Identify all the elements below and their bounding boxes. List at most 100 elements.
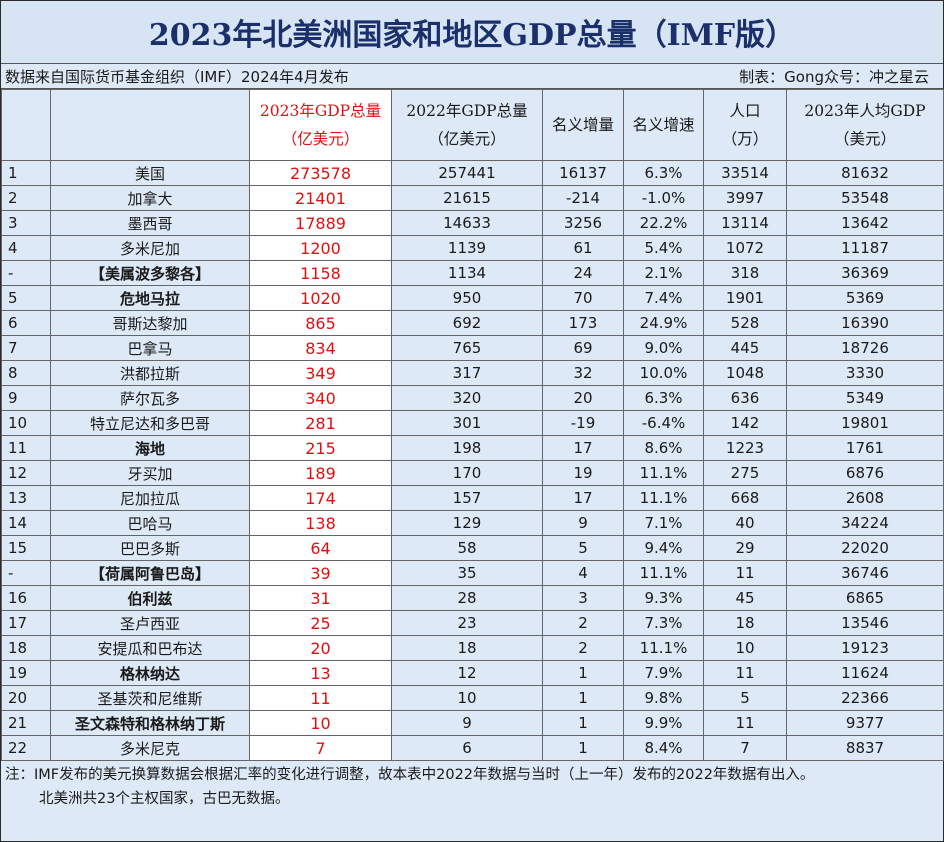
increase-cell: 19 bbox=[542, 460, 624, 486]
name-cell: 巴哈马 bbox=[50, 510, 250, 536]
gdp2022-cell: 157 bbox=[391, 485, 543, 511]
population-cell: 1223 bbox=[703, 435, 787, 461]
source-text: 数据来自国际货币基金组织（IMF）2024年4月发布 bbox=[5, 67, 349, 86]
rank-cell: 14 bbox=[1, 510, 51, 536]
gdp2022-cell: 317 bbox=[391, 360, 543, 386]
increase-cell: 2 bbox=[542, 610, 624, 636]
gdp2022-cell: 9 bbox=[391, 710, 543, 736]
rank-cell: 2 bbox=[1, 185, 51, 211]
name-cell: 圣基茨和尼维斯 bbox=[50, 685, 250, 711]
per-capita-cell: 36369 bbox=[786, 260, 944, 286]
per-capita-cell: 11624 bbox=[786, 660, 944, 686]
gdp2023-cell: 1200 bbox=[249, 235, 392, 261]
growth-cell: 11.1% bbox=[623, 460, 704, 486]
table-row: 14 巴哈马 138 129 9 7.1% 40 34224 bbox=[1, 510, 944, 536]
rank-cell: - bbox=[1, 260, 51, 286]
gdp2023-cell: 273578 bbox=[249, 160, 392, 186]
growth-cell: 9.8% bbox=[623, 685, 704, 711]
name-cell: 圣文森特和格林纳丁斯 bbox=[50, 710, 250, 736]
growth-cell: 9.3% bbox=[623, 585, 704, 611]
table-row: 7 巴拿马 834 765 69 9.0% 445 18726 bbox=[1, 335, 944, 361]
table-row: 21 圣文森特和格林纳丁斯 10 9 1 9.9% 11 9377 bbox=[1, 710, 944, 736]
growth-cell: 8.6% bbox=[623, 435, 704, 461]
table-row: - 【美属波多黎各】 1158 1134 24 2.1% 318 36369 bbox=[1, 260, 944, 286]
gdp2023-cell: 31 bbox=[249, 585, 392, 611]
population-cell: 445 bbox=[703, 335, 787, 361]
table-row: 19 格林纳达 13 12 1 7.9% 11 11624 bbox=[1, 660, 944, 686]
growth-cell: 22.2% bbox=[623, 210, 704, 236]
header-gdp2022: 2022年GDP总量 （亿美元） bbox=[391, 89, 543, 161]
name-cell: 危地马拉 bbox=[50, 285, 250, 311]
per-capita-cell: 11187 bbox=[786, 235, 944, 261]
gdp2023-cell: 20 bbox=[249, 635, 392, 661]
increase-cell: 3256 bbox=[542, 210, 624, 236]
increase-cell: 17 bbox=[542, 435, 624, 461]
gdp2022-cell: 6 bbox=[391, 735, 543, 761]
table-row: 5 危地马拉 1020 950 70 7.4% 1901 5369 bbox=[1, 285, 944, 311]
growth-cell: 8.4% bbox=[623, 735, 704, 761]
gdp2022-cell: 257441 bbox=[391, 160, 543, 186]
rank-cell: 7 bbox=[1, 335, 51, 361]
population-cell: 40 bbox=[703, 510, 787, 536]
increase-cell: 61 bbox=[542, 235, 624, 261]
per-capita-cell: 13642 bbox=[786, 210, 944, 236]
footer-notes: 注：IMF发布的美元换算数据会根据汇率的变化进行调整，故本表中2022年数据与当… bbox=[1, 761, 943, 813]
increase-cell: 3 bbox=[542, 585, 624, 611]
increase-cell: 1 bbox=[542, 685, 624, 711]
increase-cell: 1 bbox=[542, 710, 624, 736]
gdp2023-cell: 1020 bbox=[249, 285, 392, 311]
table-row: 16 伯利兹 31 28 3 9.3% 45 6865 bbox=[1, 585, 944, 611]
per-capita-cell: 19801 bbox=[786, 410, 944, 436]
table-row: 20 圣基茨和尼维斯 11 10 1 9.8% 5 22366 bbox=[1, 685, 944, 711]
population-cell: 11 bbox=[703, 710, 787, 736]
name-cell: 萨尔瓦多 bbox=[50, 385, 250, 411]
growth-cell: 10.0% bbox=[623, 360, 704, 386]
per-capita-cell: 9377 bbox=[786, 710, 944, 736]
rank-cell: 10 bbox=[1, 410, 51, 436]
table-row: 2 加拿大 21401 21615 -214 -1.0% 3997 53548 bbox=[1, 185, 944, 211]
growth-cell: 6.3% bbox=[623, 160, 704, 186]
name-cell: 多米尼加 bbox=[50, 235, 250, 261]
name-cell: 伯利兹 bbox=[50, 585, 250, 611]
population-cell: 1072 bbox=[703, 235, 787, 261]
rank-cell: 20 bbox=[1, 685, 51, 711]
name-cell: 【荷属阿鲁巴岛】 bbox=[50, 560, 250, 586]
gdp2022-cell: 950 bbox=[391, 285, 543, 311]
per-capita-cell: 34224 bbox=[786, 510, 944, 536]
gdp2023-cell: 7 bbox=[249, 735, 392, 761]
population-cell: 5 bbox=[703, 685, 787, 711]
name-cell: 墨西哥 bbox=[50, 210, 250, 236]
header-growth: 名义增速 bbox=[623, 89, 704, 161]
growth-cell: 7.3% bbox=[623, 610, 704, 636]
name-cell: 哥斯达黎加 bbox=[50, 310, 250, 336]
increase-cell: 17 bbox=[542, 485, 624, 511]
rank-cell: 4 bbox=[1, 235, 51, 261]
increase-cell: 5 bbox=[542, 535, 624, 561]
population-cell: 275 bbox=[703, 460, 787, 486]
per-capita-cell: 81632 bbox=[786, 160, 944, 186]
gdp2023-cell: 39 bbox=[249, 560, 392, 586]
rank-cell: 1 bbox=[1, 160, 51, 186]
per-capita-cell: 1761 bbox=[786, 435, 944, 461]
growth-cell: 2.1% bbox=[623, 260, 704, 286]
gdp2023-cell: 865 bbox=[249, 310, 392, 336]
growth-cell: 7.1% bbox=[623, 510, 704, 536]
gdp2023-cell: 189 bbox=[249, 460, 392, 486]
rank-cell: 18 bbox=[1, 635, 51, 661]
increase-cell: 16137 bbox=[542, 160, 624, 186]
per-capita-cell: 19123 bbox=[786, 635, 944, 661]
population-cell: 29 bbox=[703, 535, 787, 561]
gdp2023-cell: 13 bbox=[249, 660, 392, 686]
name-cell: 牙买加 bbox=[50, 460, 250, 486]
table-body: 1 美国 273578 257441 16137 6.3% 33514 81632 2 加拿大 21… bbox=[1, 160, 944, 761]
table-row: 13 尼加拉瓜 174 157 17 11.1% 668 2608 bbox=[1, 485, 944, 511]
population-cell: 636 bbox=[703, 385, 787, 411]
gdp2023-cell: 25 bbox=[249, 610, 392, 636]
growth-cell: 7.4% bbox=[623, 285, 704, 311]
per-capita-cell: 8837 bbox=[786, 735, 944, 761]
name-cell: 巴拿马 bbox=[50, 335, 250, 361]
per-capita-cell: 2608 bbox=[786, 485, 944, 511]
gdp2022-cell: 21615 bbox=[391, 185, 543, 211]
gdp2023-cell: 834 bbox=[249, 335, 392, 361]
